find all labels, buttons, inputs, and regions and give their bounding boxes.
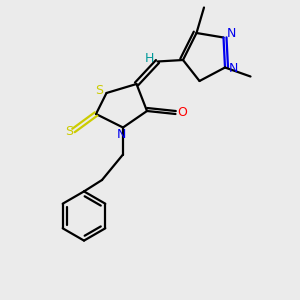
Text: S: S — [65, 125, 73, 139]
Text: N: N — [229, 62, 238, 76]
Text: N: N — [117, 128, 126, 141]
Text: S: S — [95, 83, 103, 97]
Text: N: N — [227, 27, 237, 40]
Text: O: O — [177, 106, 187, 119]
Text: H: H — [144, 52, 154, 65]
